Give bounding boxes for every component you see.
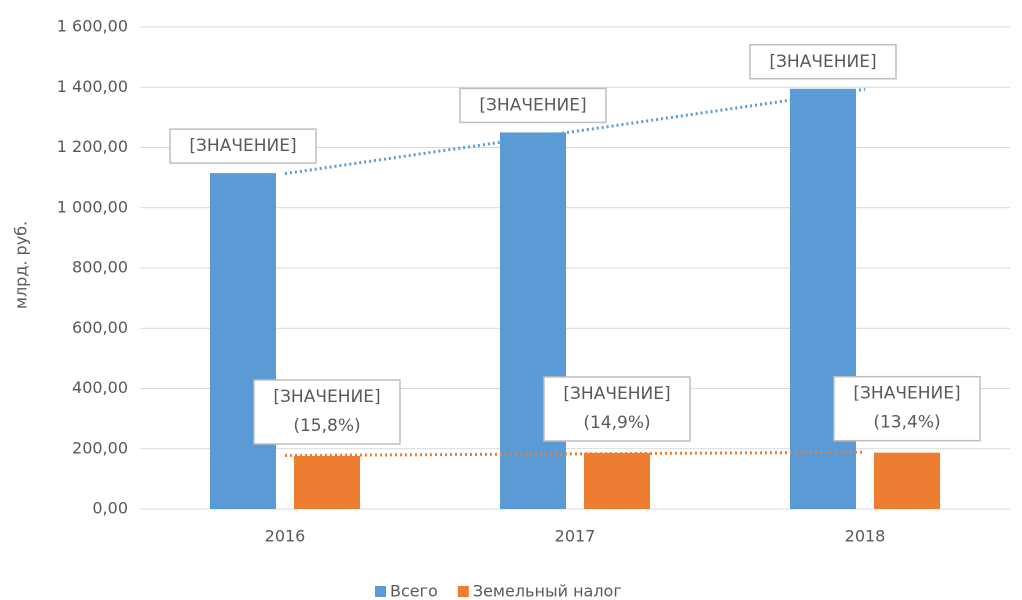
legend-label: Всего (390, 582, 438, 600)
data-label: [ЗНАЧЕНИЕ] (769, 52, 876, 72)
data-label-box (833, 375, 981, 442)
data-label: [ЗНАЧЕНИЕ] (853, 384, 960, 404)
y-tick-label: 0,00 (92, 499, 128, 518)
bar (584, 452, 650, 509)
data-label-box (749, 44, 897, 80)
y-axis-title: млрд. руб. (12, 221, 31, 309)
legend-swatch (457, 586, 469, 597)
x-tick-label: 2016 (265, 527, 306, 546)
share-label: (14,9%) (583, 413, 650, 433)
y-tick-label: 1 400,00 (57, 77, 128, 96)
y-tick-label: 200,00 (72, 438, 128, 457)
data-label: [ЗНАЧЕНИЕ] (273, 387, 380, 407)
bar (874, 452, 940, 509)
legend-swatch (375, 586, 386, 597)
y-tick-label: 1 600,00 (57, 17, 128, 36)
bar (790, 88, 856, 509)
x-tick-label: 2018 (845, 527, 886, 546)
data-label: [ЗНАЧЕНИЕ] (479, 95, 586, 115)
bar (210, 173, 276, 509)
share-label: (13,4%) (873, 413, 940, 433)
bar (500, 132, 566, 509)
x-tick-label: 2017 (555, 527, 596, 546)
legend-label: Земельный налог (473, 582, 622, 600)
data-label-box (253, 379, 401, 445)
y-tick-label: 800,00 (72, 258, 128, 277)
data-label: [ЗНАЧЕНИЕ] (563, 384, 670, 404)
bar (294, 455, 360, 509)
y-tick-label: 400,00 (72, 378, 128, 397)
data-label-box (459, 87, 607, 124)
y-tick-label: 600,00 (72, 318, 128, 337)
data-label-box (169, 128, 317, 164)
data-label-box (543, 376, 691, 442)
trendline (284, 450, 866, 458)
y-tick-label: 1 000,00 (57, 197, 128, 216)
y-tick-label: 1 200,00 (57, 137, 128, 156)
share-label: (15,8%) (293, 416, 360, 436)
data-label: [ЗНАЧЕНИЕ] (189, 136, 296, 156)
